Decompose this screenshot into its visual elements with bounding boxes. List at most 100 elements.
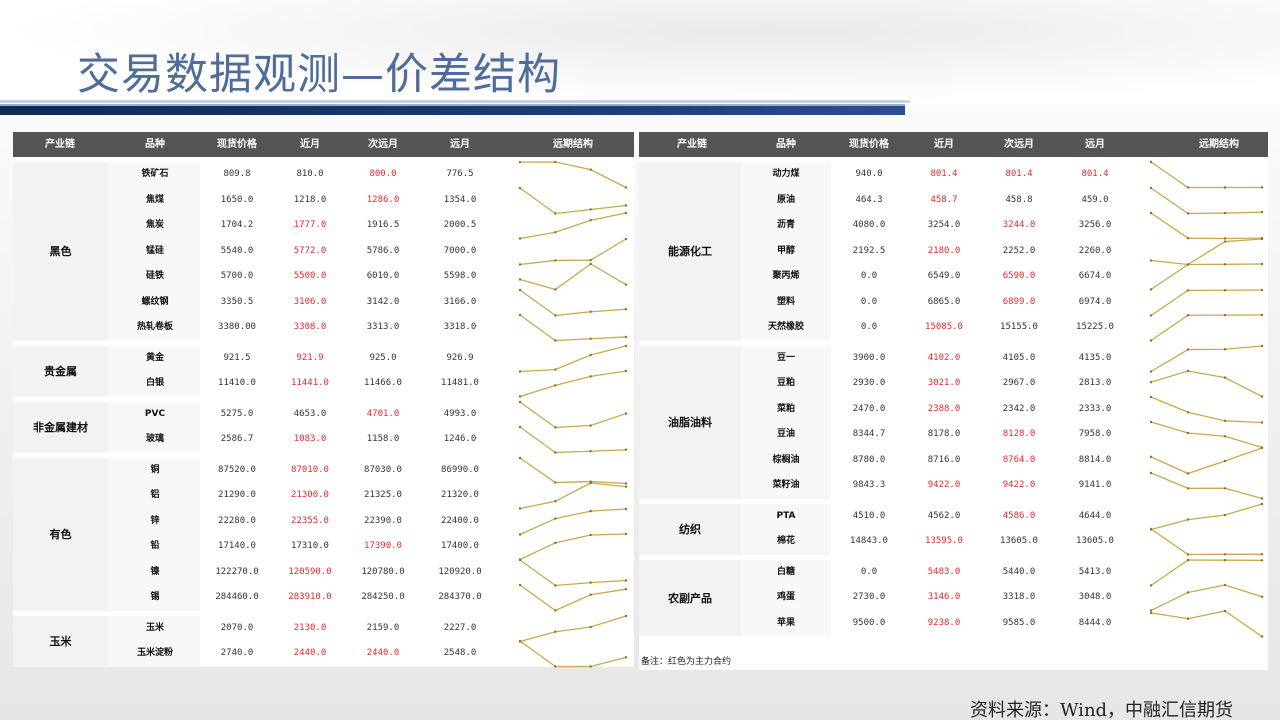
far-month: 1246.0: [443, 434, 477, 444]
next-far-month: 3313.0: [366, 322, 400, 332]
sparkline-point: [1186, 369, 1190, 373]
note: 备注：红色为主力合约: [641, 657, 732, 667]
table-row: 塑料 0.0 6865.0 6899.0 6974.0: [639, 288, 1268, 317]
far-month: 13605.0: [1076, 536, 1114, 546]
sparkline-point: [589, 665, 592, 668]
table-row: 豆一 3900.0 4102.0 4105.0 4135.0: [639, 344, 1268, 373]
far-month: 8444.0: [1078, 617, 1112, 628]
near-month: 8716.0: [927, 454, 961, 465]
near-month: 5500.0: [293, 271, 327, 281]
sparkline-point: [1223, 459, 1227, 462]
far-month: 120920.0: [438, 566, 482, 577]
column-header: 近月: [934, 139, 954, 150]
sparkline: [1149, 160, 1264, 189]
sparkline-line: [1150, 212, 1263, 240]
sparkline-point: [554, 211, 557, 215]
sparkline-point: [1149, 395, 1153, 398]
sparkline-line: [519, 614, 627, 642]
sparkline: [1149, 262, 1264, 291]
sparkline: [1149, 395, 1264, 424]
near-month: 8178.0: [927, 429, 961, 439]
next-far-month: 800.0: [369, 169, 397, 179]
sparkline-point: [1260, 446, 1264, 449]
table-row: PVC 5275.0 4653.0 4701.0 4993.0: [13, 400, 634, 429]
column-header: 现货价格: [849, 139, 889, 150]
sparkline-point: [589, 481, 592, 485]
near-month: 3308.0: [293, 322, 327, 332]
sparkline-point: [554, 630, 557, 633]
variety-name: 螺纹钢: [141, 296, 169, 307]
sparkline-point: [1186, 553, 1190, 556]
sparkline-point: [624, 532, 628, 536]
sparkline-line: [519, 400, 627, 428]
sparkline: [1149, 527, 1264, 556]
next-far-month: 1916.5: [366, 220, 400, 230]
spot-price: 9500.0: [852, 617, 886, 628]
sparkline: [518, 456, 628, 485]
next-far-month: 4586.0: [1002, 510, 1036, 521]
sparkline-point: [1260, 420, 1264, 424]
sparkline-point: [589, 509, 592, 512]
spot-price: 1650.0: [220, 194, 254, 205]
far-month: 2000.5: [443, 220, 477, 230]
sparkline-point: [624, 614, 628, 617]
next-far-month: 11466.0: [364, 378, 402, 388]
far-month: 5598.0: [443, 271, 477, 281]
variety-name: 天然橡胶: [767, 322, 805, 332]
far-month: 3048.0: [1078, 592, 1112, 602]
spot-price: 4080.0: [852, 220, 886, 230]
column-header: 远期结构: [1199, 139, 1239, 150]
sparkline-point: [589, 533, 592, 537]
spot-price: 5275.0: [220, 408, 254, 419]
spot-price: 3380.00: [218, 322, 256, 332]
spot-price: 3350.5: [220, 296, 254, 307]
far-month: 8814.0: [1078, 454, 1112, 465]
sparkline-point: [554, 258, 557, 262]
variety-name: 塑料: [776, 296, 796, 307]
sparkline-point: [1186, 347, 1190, 351]
next-far-month: 8128.0: [1002, 429, 1036, 439]
table-row: 豆粕 2930.0 3021.0 2967.0 2813.0: [639, 369, 1268, 398]
group-label: 有色: [13, 457, 108, 611]
next-far-month: 8764.0: [1002, 454, 1036, 465]
sparkline: [518, 211, 628, 240]
near-month: 21300.0: [291, 490, 329, 500]
sparkline-point: [1260, 262, 1264, 266]
near-month: 4102.0: [927, 352, 961, 363]
sparkline-point: [589, 262, 592, 266]
sparkline-line: [1150, 446, 1263, 474]
table-row: 棕榈油 8780.0 8716.0 8764.0 8814.0: [639, 446, 1268, 475]
variety-name: 铝: [150, 490, 160, 500]
sparkline-line: [1150, 161, 1262, 189]
sparkline-point: [1223, 313, 1227, 317]
sparkline: [1149, 344, 1264, 373]
spot-price: 1704.2: [220, 220, 254, 230]
variety-name: 锌: [150, 515, 160, 526]
spot-price: 2740.0: [220, 648, 254, 658]
far-month: 4135.0: [1078, 352, 1112, 363]
spot-price: 2730.0: [852, 592, 886, 602]
far-month: 2813.0: [1078, 378, 1112, 388]
sparkline-point: [1149, 471, 1153, 475]
near-month: 3146.0: [927, 592, 961, 602]
sparkline: [518, 344, 628, 373]
table-row: 白银 11410.0 11441.0 11466.0 11481.0: [13, 369, 634, 398]
table-row: 天然橡胶 0.0 15085.0 15155.0 15225.0: [639, 313, 1268, 342]
sparkline-point: [1149, 160, 1153, 164]
next-far-month: 1286.0: [366, 194, 400, 205]
sparkline-point: [589, 353, 592, 356]
sparkline-line: [1150, 528, 1262, 556]
next-far-month: 2252.0: [1002, 245, 1036, 256]
sparkline-line: [519, 161, 627, 189]
sparkline-line: [519, 584, 627, 612]
sparkline-point: [624, 203, 628, 207]
group-玉米: 玉米 玉米 2070.0 2130.0 2159.0 2227.0 玉米淀粉 2740.0 24…: [13, 614, 634, 668]
sparkline: [518, 313, 628, 342]
sparkline-point: [1223, 558, 1227, 561]
spot-price: 17140.0: [218, 541, 256, 551]
sparkline-point: [589, 593, 592, 596]
sparkline-point: [1149, 369, 1153, 373]
variety-name: PVC: [144, 408, 166, 419]
sparkline-line: [1150, 421, 1263, 449]
next-far-month: 17390.0: [364, 541, 402, 551]
